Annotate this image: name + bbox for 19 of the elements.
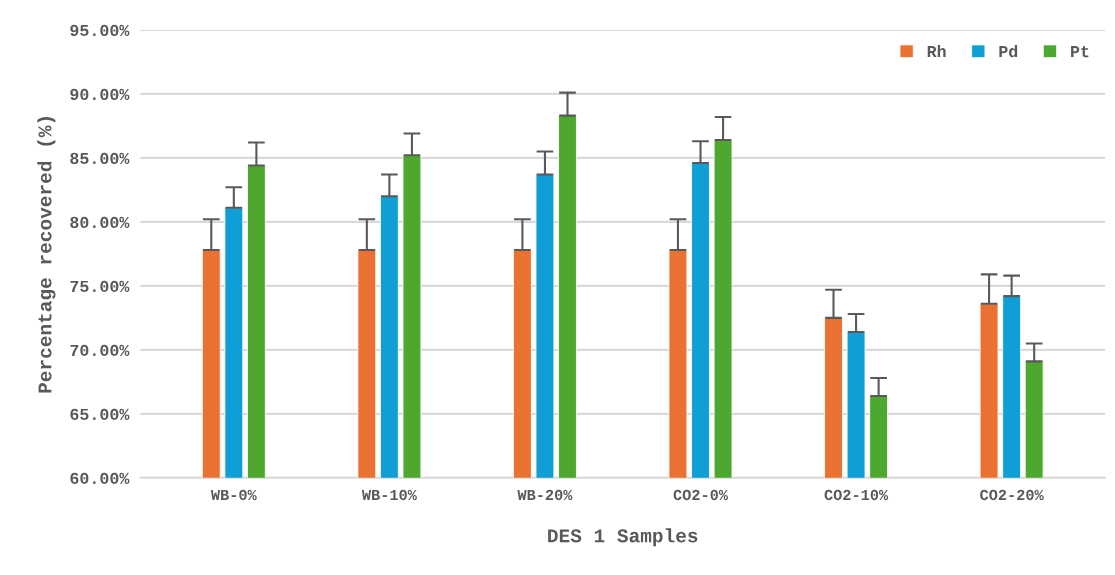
legend-label: Rh xyxy=(927,44,946,58)
y-tick-label: 60.00% xyxy=(70,472,130,485)
x-tick-label: CO2-20% xyxy=(980,489,1044,501)
y-tick-label: 90.00% xyxy=(70,88,130,101)
legend-label: Pd xyxy=(999,44,1018,58)
y-tick-label: 85.00% xyxy=(70,152,130,165)
x-tick-label: CO2-10% xyxy=(824,489,889,501)
x-tick-label: WB-0% xyxy=(210,489,257,501)
x-tick-label: CO2-0% xyxy=(673,489,729,501)
y-tick-label: 80.00% xyxy=(70,216,130,229)
y-tick-label: 95.00% xyxy=(70,24,130,37)
y-tick-label: 65.00% xyxy=(70,408,130,421)
y-tick-label: 70.00% xyxy=(70,344,130,357)
x-tick-label: WB-10% xyxy=(361,489,417,501)
x-axis-title: DES 1 Samples xyxy=(548,528,698,547)
y-axis-title: Percentage recovered (%) xyxy=(37,117,56,393)
y-tick-label: 75.00% xyxy=(70,280,130,293)
x-tick-label: WB-20% xyxy=(517,489,573,501)
legend-label: Pt xyxy=(1071,45,1089,58)
